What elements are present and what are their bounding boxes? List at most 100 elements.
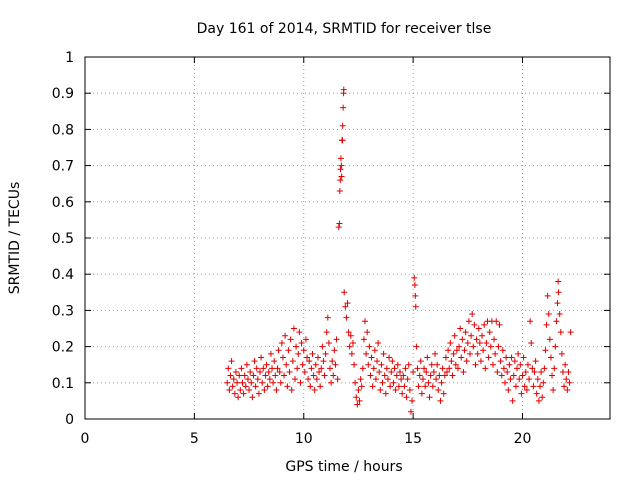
x-tick-label: 0 bbox=[81, 431, 90, 447]
data-point bbox=[382, 390, 389, 397]
data-point bbox=[250, 372, 257, 379]
data-point bbox=[515, 350, 522, 357]
data-point bbox=[471, 321, 478, 328]
data-point bbox=[299, 361, 306, 368]
data-point bbox=[316, 368, 323, 375]
data-point bbox=[310, 372, 317, 379]
data-point bbox=[400, 372, 407, 379]
data-point bbox=[312, 361, 319, 368]
data-point bbox=[452, 361, 459, 368]
data-point bbox=[262, 372, 269, 379]
data-point bbox=[444, 368, 451, 375]
data-point bbox=[446, 365, 453, 372]
data-point bbox=[498, 372, 505, 379]
data-point bbox=[426, 394, 433, 401]
data-point bbox=[401, 383, 408, 390]
data-point bbox=[289, 358, 296, 365]
data-point bbox=[440, 390, 447, 397]
data-point bbox=[449, 372, 456, 379]
data-point bbox=[384, 376, 391, 383]
data-point bbox=[264, 383, 271, 390]
data-point bbox=[257, 368, 263, 375]
data-point bbox=[371, 347, 378, 354]
data-point bbox=[271, 358, 278, 365]
data-point bbox=[405, 361, 412, 368]
data-point bbox=[407, 408, 414, 415]
data-point bbox=[366, 343, 373, 350]
data-point bbox=[552, 343, 559, 350]
data-point bbox=[255, 390, 262, 397]
data-point bbox=[448, 358, 455, 365]
data-point bbox=[534, 376, 541, 383]
data-point bbox=[542, 347, 549, 354]
data-point bbox=[394, 361, 401, 368]
data-point bbox=[559, 368, 566, 375]
data-point bbox=[307, 383, 314, 390]
data-point bbox=[418, 390, 425, 397]
data-point bbox=[240, 390, 247, 397]
data-point bbox=[323, 329, 330, 336]
data-point bbox=[370, 365, 377, 372]
data-point bbox=[527, 318, 534, 325]
y-tick-label: 0.6 bbox=[52, 195, 74, 211]
data-point bbox=[364, 329, 371, 336]
data-point bbox=[224, 379, 231, 386]
data-point bbox=[306, 358, 313, 365]
data-point bbox=[374, 358, 381, 365]
data-point bbox=[258, 354, 265, 361]
x-axis-label: GPS time / hours bbox=[285, 459, 402, 475]
data-point bbox=[294, 365, 301, 372]
data-point bbox=[523, 387, 530, 394]
data-point bbox=[436, 372, 443, 379]
data-point bbox=[363, 350, 370, 357]
data-point bbox=[239, 379, 246, 386]
data-point bbox=[293, 343, 300, 350]
data-point bbox=[526, 376, 533, 383]
data-point bbox=[514, 365, 521, 372]
data-point bbox=[437, 397, 444, 404]
x-tick-label: 15 bbox=[404, 431, 422, 447]
data-point bbox=[328, 379, 335, 386]
data-point bbox=[460, 368, 467, 375]
x-axis: 0 5 10 15 20 bbox=[81, 57, 531, 447]
data-point bbox=[406, 387, 413, 394]
data-point bbox=[365, 361, 372, 368]
data-point bbox=[390, 379, 397, 386]
data-point bbox=[248, 379, 255, 386]
data-point bbox=[413, 343, 420, 350]
data-point bbox=[505, 387, 512, 394]
data-point bbox=[486, 329, 493, 336]
data-point bbox=[563, 376, 570, 383]
data-point bbox=[540, 379, 547, 386]
data-point bbox=[251, 358, 258, 365]
data-point bbox=[467, 350, 473, 357]
data-point bbox=[275, 347, 282, 354]
data-point bbox=[263, 361, 270, 368]
data-point bbox=[298, 339, 305, 346]
data-point bbox=[511, 358, 518, 365]
data-point bbox=[397, 368, 403, 375]
data-point bbox=[433, 376, 440, 383]
data-point bbox=[493, 318, 500, 325]
data-point bbox=[317, 383, 324, 390]
data-point bbox=[482, 365, 489, 372]
data-point bbox=[565, 368, 572, 375]
data-point bbox=[522, 368, 529, 375]
data-point bbox=[288, 387, 295, 394]
data-point bbox=[566, 379, 573, 386]
data-point bbox=[447, 339, 454, 346]
data-point bbox=[283, 361, 290, 368]
data-point bbox=[360, 336, 367, 343]
data-point bbox=[492, 350, 499, 357]
data-point bbox=[339, 122, 346, 129]
data-point bbox=[277, 379, 284, 386]
data-point bbox=[235, 394, 242, 401]
data-point bbox=[487, 343, 494, 350]
data-point bbox=[337, 155, 344, 162]
data-point bbox=[388, 368, 395, 375]
data-point bbox=[348, 350, 355, 357]
data-point bbox=[557, 329, 564, 336]
data-point bbox=[416, 372, 423, 379]
data-point bbox=[253, 365, 260, 372]
data-point bbox=[314, 354, 321, 361]
